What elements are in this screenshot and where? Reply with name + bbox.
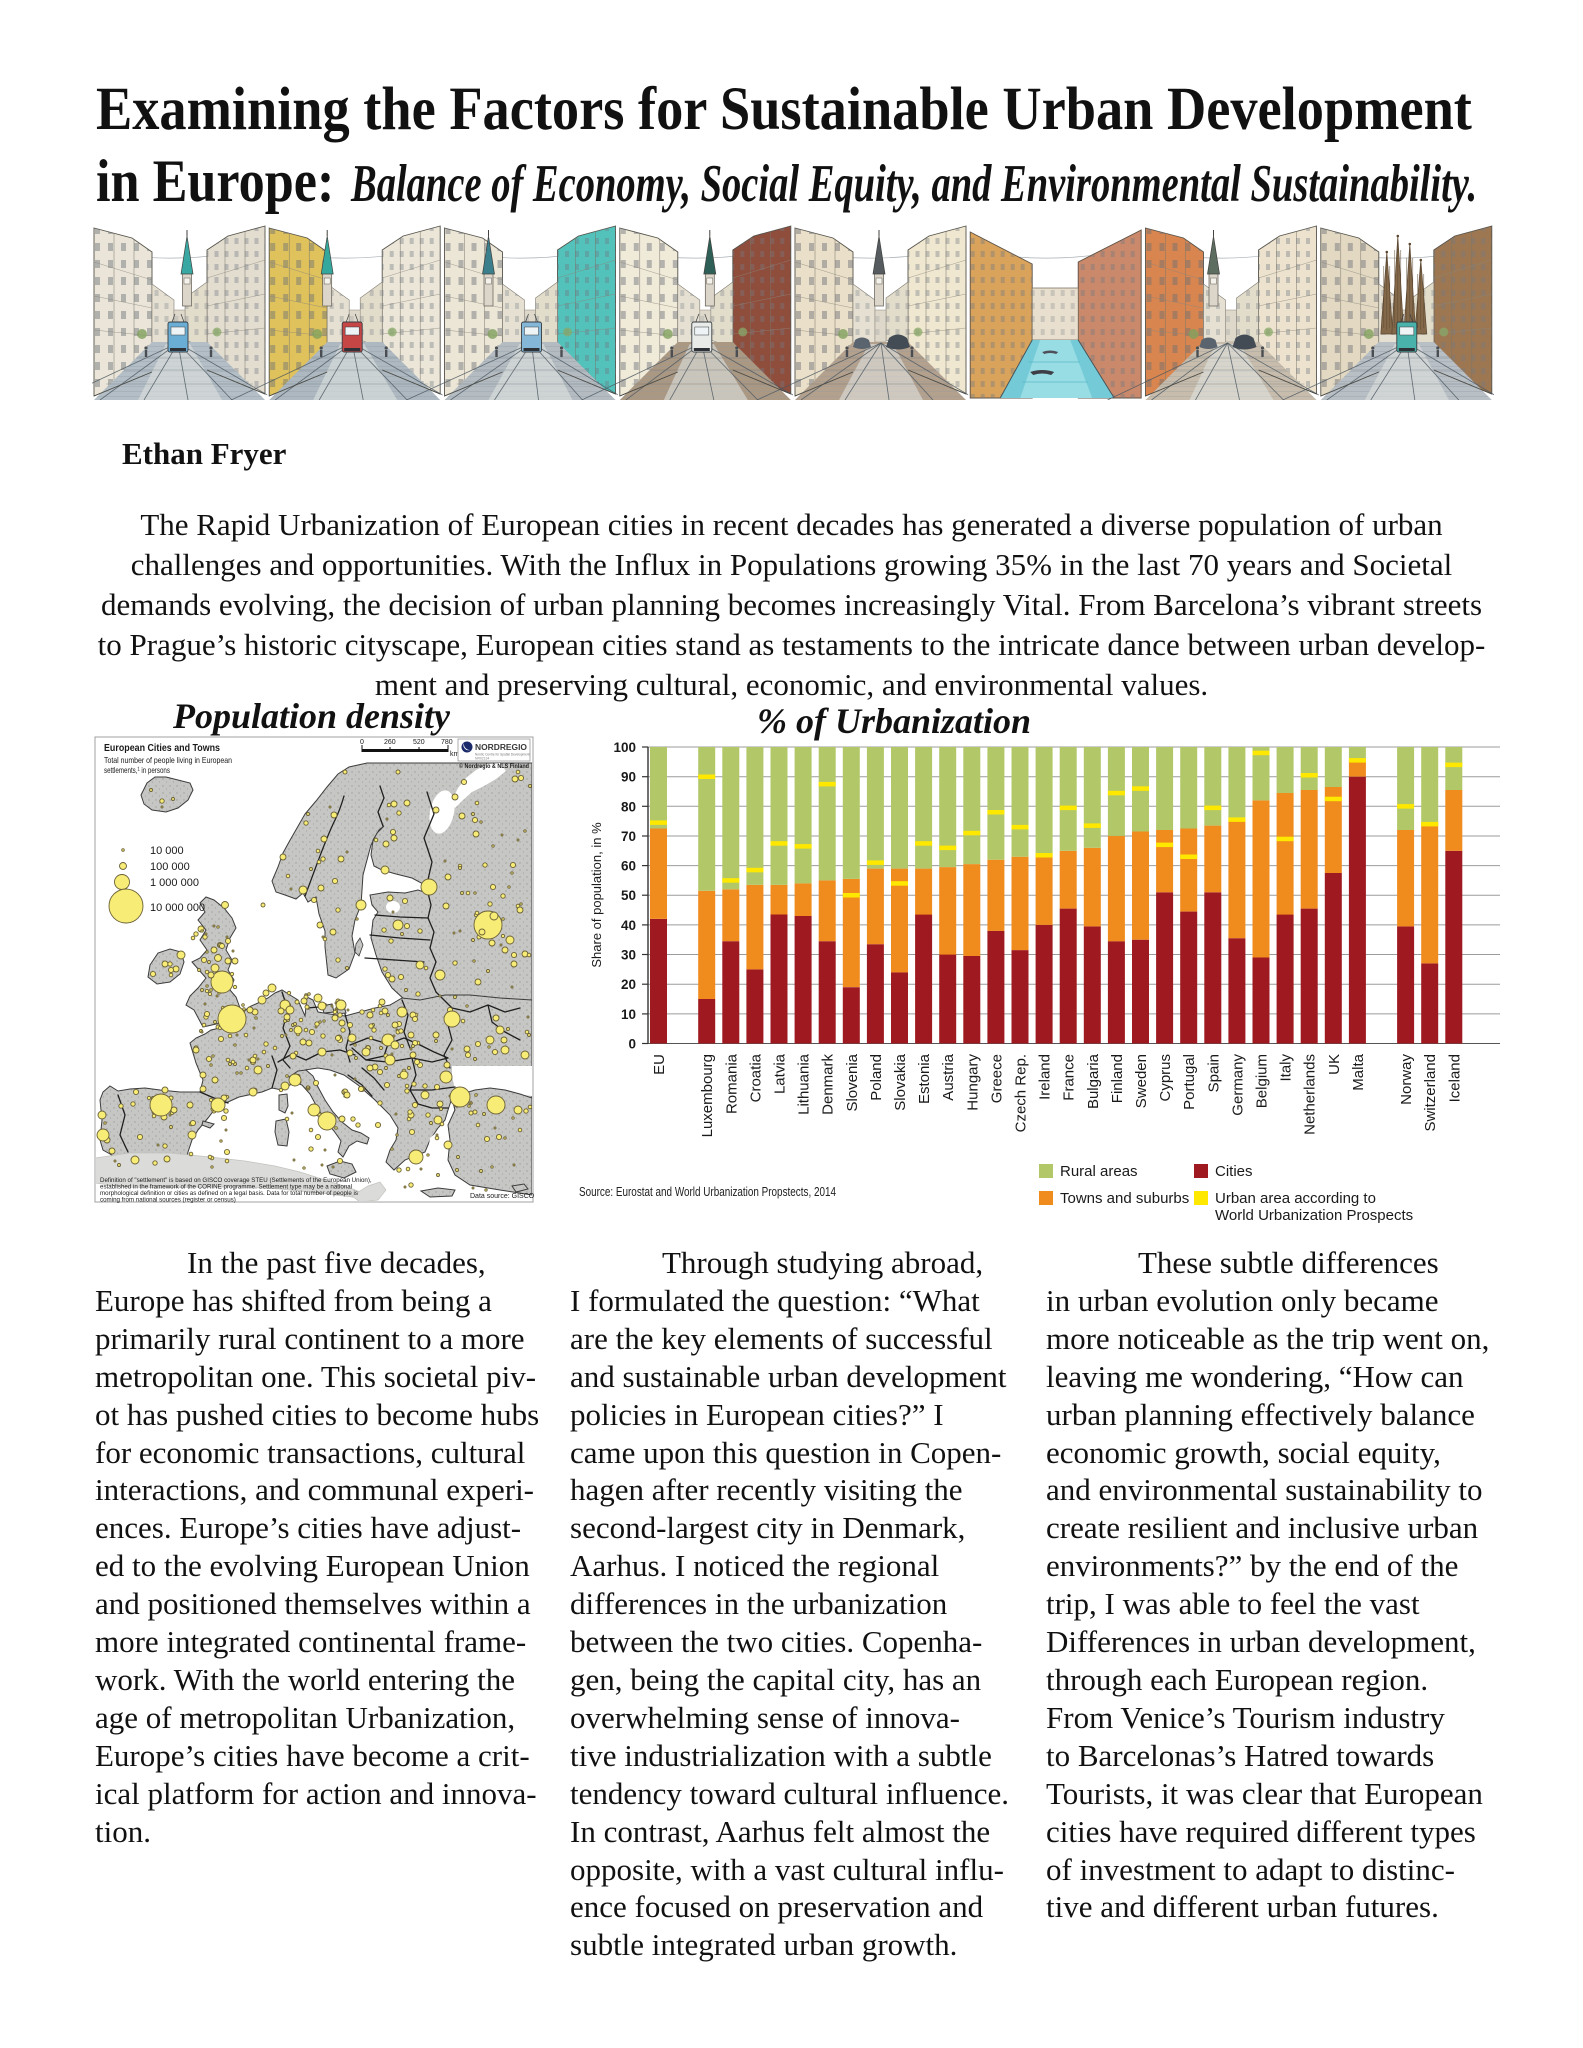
svg-text:Cities: Cities bbox=[1215, 1163, 1253, 1180]
svg-text:Slovenia: Slovenia bbox=[844, 1053, 861, 1111]
svg-text:Source: Eurostat and World Urb: Source: Eurostat and World Urbanization … bbox=[579, 1184, 836, 1199]
svg-text:Germany: Germany bbox=[1229, 1054, 1246, 1116]
svg-text:Romania: Romania bbox=[723, 1053, 740, 1114]
svg-text:Nordic Centre for Spatial Deve: Nordic Centre for Spatial Development bbox=[475, 753, 530, 757]
svg-text:Rural areas: Rural areas bbox=[1060, 1163, 1138, 1180]
svg-text:established in the framework o: established in the framework of the CORI… bbox=[100, 1184, 352, 1191]
svg-text:0: 0 bbox=[628, 1037, 636, 1052]
svg-text:EU: EU bbox=[651, 1054, 668, 1075]
svg-text:France: France bbox=[1061, 1054, 1078, 1101]
svg-text:50: 50 bbox=[621, 888, 636, 903]
svg-text:morphological definition or ci: morphological definition or cities as de… bbox=[100, 1190, 358, 1197]
svg-text:100: 100 bbox=[613, 740, 636, 755]
svg-text:Hungary: Hungary bbox=[964, 1054, 981, 1111]
svg-text:Switzerland: Switzerland bbox=[1422, 1054, 1439, 1132]
svg-text:60: 60 bbox=[621, 859, 636, 874]
svg-text:Estonia: Estonia bbox=[916, 1053, 933, 1104]
svg-text:settlements,¹ in persons: settlements,¹ in persons bbox=[104, 765, 170, 775]
svg-text:European Cities and Towns: European Cities and Towns bbox=[104, 742, 220, 754]
svg-text:Portugal: Portugal bbox=[1181, 1054, 1198, 1110]
svg-text:Definition of "settlement" is: Definition of "settlement" is based on G… bbox=[100, 1177, 372, 1184]
svg-text:Slovakia: Slovakia bbox=[892, 1053, 909, 1110]
svg-text:780: 780 bbox=[441, 739, 453, 746]
svg-text:Czech Rep.: Czech Rep. bbox=[1013, 1054, 1030, 1132]
svg-text:1 000 000: 1 000 000 bbox=[150, 877, 199, 889]
svg-text:Cyprus: Cyprus bbox=[1157, 1054, 1174, 1102]
svg-text:0: 0 bbox=[360, 739, 364, 746]
svg-text:Croatia: Croatia bbox=[747, 1053, 764, 1102]
svg-text:Sweden: Sweden bbox=[1133, 1054, 1150, 1108]
svg-text:© Nordregio & NLS Finland: © Nordregio & NLS Finland bbox=[459, 762, 529, 770]
svg-text:Norway: Norway bbox=[1398, 1054, 1415, 1105]
svg-text:100 000: 100 000 bbox=[150, 861, 190, 873]
svg-text:coming from national sources (: coming from national sources (register o… bbox=[100, 1197, 236, 1204]
svg-text:World Urbanization Prospects: World Urbanization Prospects bbox=[1215, 1207, 1413, 1224]
svg-text:Denmark: Denmark bbox=[820, 1054, 837, 1115]
svg-text:Spain: Spain bbox=[1205, 1054, 1222, 1092]
svg-text:km: km bbox=[450, 751, 460, 758]
svg-text:30: 30 bbox=[621, 948, 636, 963]
svg-text:Share of population, in %: Share of population, in % bbox=[589, 822, 604, 968]
svg-text:Greece: Greece bbox=[988, 1054, 1005, 1103]
svg-text:70: 70 bbox=[621, 829, 636, 844]
svg-text:NR02134: NR02134 bbox=[475, 757, 489, 761]
svg-text:UK: UK bbox=[1326, 1054, 1343, 1075]
svg-text:Austria: Austria bbox=[940, 1053, 957, 1100]
svg-text:Luxembourg: Luxembourg bbox=[699, 1054, 716, 1137]
svg-text:20: 20 bbox=[621, 977, 636, 992]
svg-text:40: 40 bbox=[621, 918, 636, 933]
svg-text:Ireland: Ireland bbox=[1037, 1054, 1054, 1100]
svg-text:Italy: Italy bbox=[1278, 1054, 1295, 1082]
svg-text:90: 90 bbox=[621, 770, 636, 785]
svg-text:520: 520 bbox=[413, 739, 425, 746]
svg-text:Poland: Poland bbox=[868, 1054, 885, 1101]
svg-text:Iceland: Iceland bbox=[1446, 1054, 1463, 1102]
svg-text:NORDREGIO: NORDREGIO bbox=[475, 743, 527, 752]
svg-text:Malta: Malta bbox=[1350, 1053, 1367, 1090]
svg-text:Bulgaria: Bulgaria bbox=[1085, 1053, 1102, 1109]
svg-text:Belgium: Belgium bbox=[1254, 1054, 1271, 1108]
svg-text:Netherlands: Netherlands bbox=[1302, 1054, 1319, 1135]
svg-text:Data source: GISCO: Data source: GISCO bbox=[470, 1193, 535, 1200]
svg-text:Towns and suburbs: Towns and suburbs bbox=[1060, 1190, 1189, 1207]
svg-text:260: 260 bbox=[384, 739, 396, 746]
svg-text:Finland: Finland bbox=[1109, 1054, 1126, 1103]
svg-text:Urban area according to: Urban area according to bbox=[1215, 1190, 1376, 1207]
svg-text:10 000 000: 10 000 000 bbox=[150, 902, 205, 914]
svg-text:10 000: 10 000 bbox=[150, 845, 184, 857]
svg-text:Latvia: Latvia bbox=[772, 1053, 789, 1094]
svg-text:Lithuania: Lithuania bbox=[796, 1053, 813, 1115]
svg-text:80: 80 bbox=[621, 799, 636, 814]
svg-text:10: 10 bbox=[621, 1007, 636, 1022]
svg-text:Total number of people living: Total number of people living in Europea… bbox=[104, 755, 232, 765]
